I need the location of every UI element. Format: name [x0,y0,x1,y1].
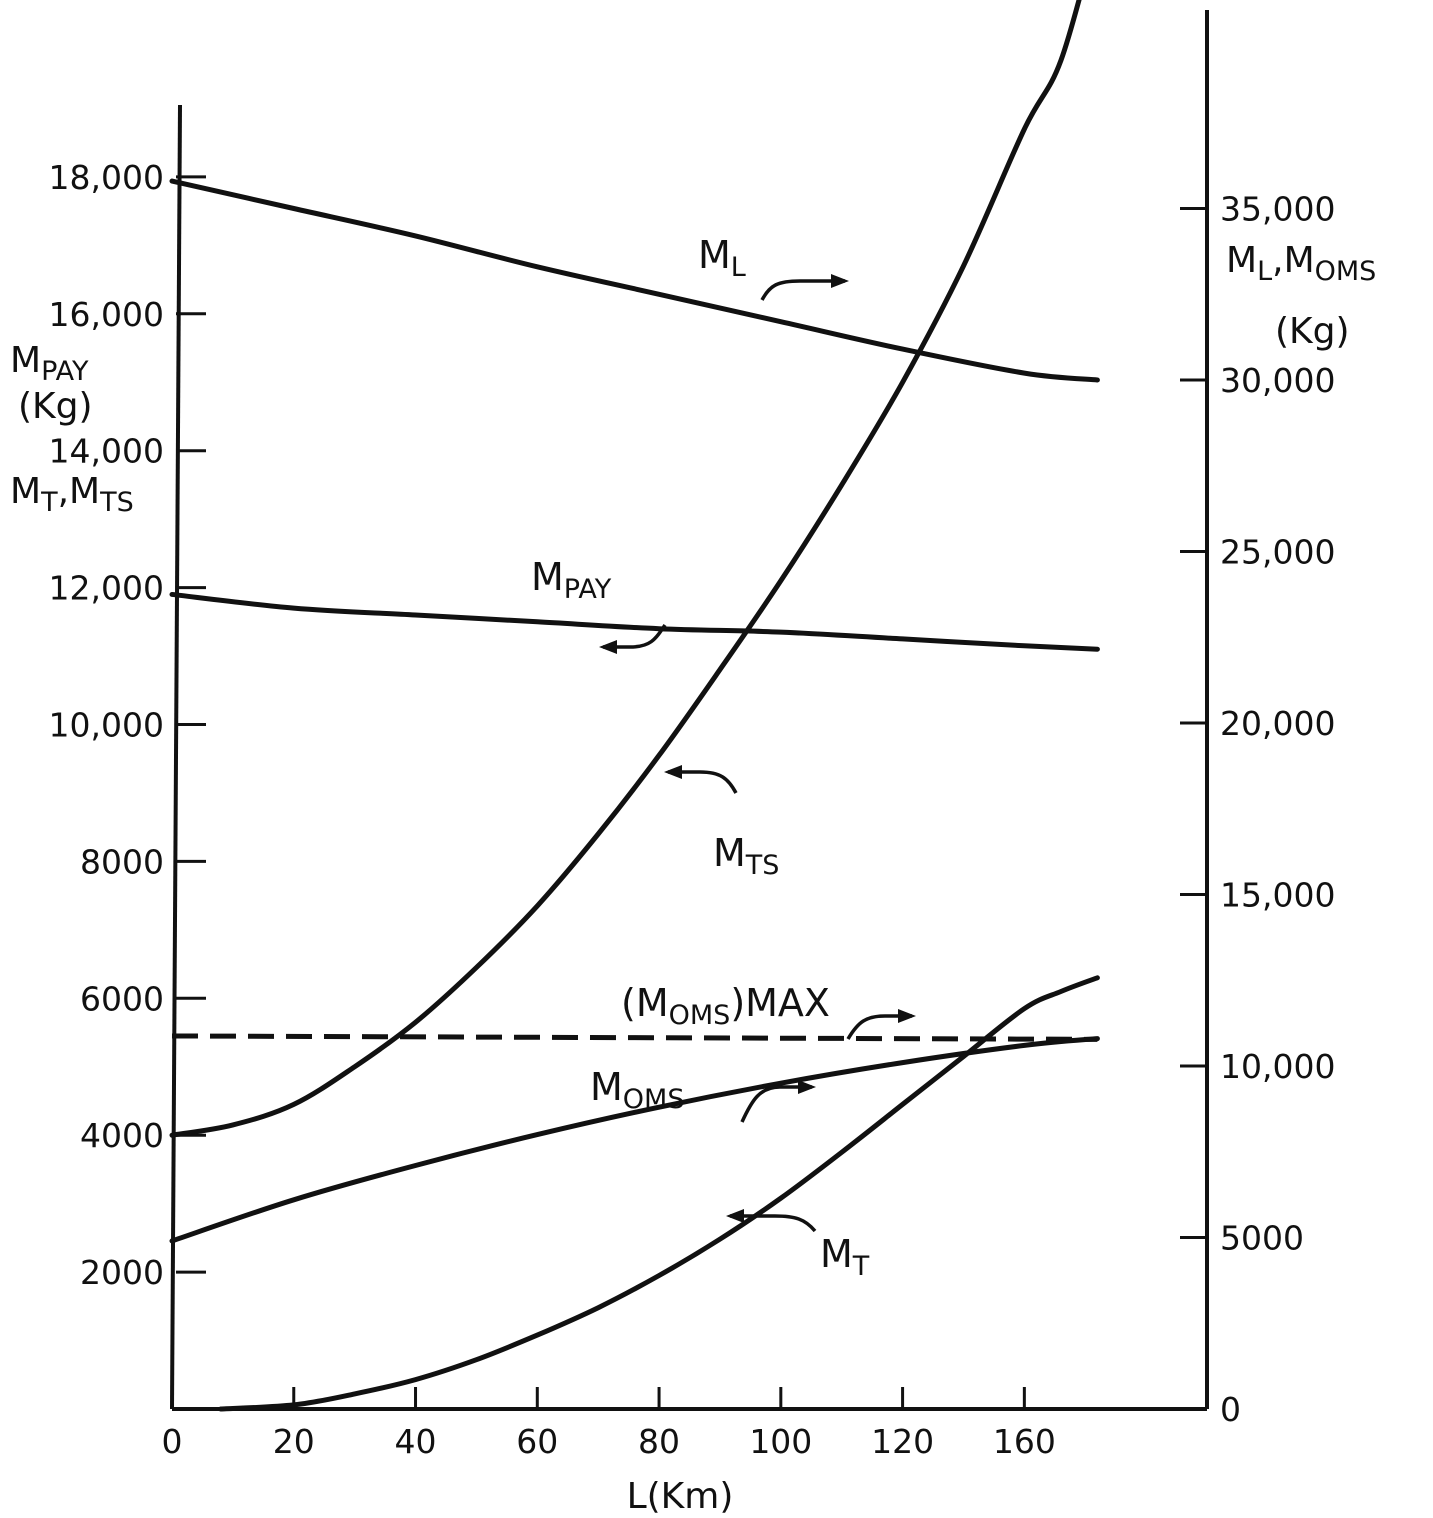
left-axis-label-line: (Kg) [18,386,93,427]
x-tick-label: 80 [638,1422,680,1461]
x-tick-label: 100 [749,1422,812,1461]
series-moms-leader [740,1085,812,1123]
series-layer [169,0,1100,1412]
x-tick-label: 20 [273,1422,315,1461]
x-tick-label: 120 [871,1422,934,1461]
right-tick-label: 35,000 [1220,190,1335,229]
series-mpay-label: MPAY [531,555,612,605]
left-tick-label: 6000 [80,979,164,1018]
series-ml-line [169,178,1100,383]
series-mpay-leader [603,624,667,649]
x-tick-label: 40 [395,1422,437,1461]
left-tick-label: 4000 [80,1116,164,1155]
right-tick-label: 5000 [1220,1219,1304,1258]
series-ml-arrowhead [831,274,849,288]
left-tick-label: 18,000 [49,158,164,197]
right-axis-label-line: ML,MOMS [1226,240,1376,287]
axes [170,10,1209,1411]
left-tick-label: 10,000 [49,706,164,745]
annotations: ML MPAY MTS (MOMS)MAX MOMS MT [531,233,916,1282]
right-tick-label: 30,000 [1220,361,1335,400]
left-tick-label: 2000 [80,1253,164,1292]
left-axis-label-line: MPAY [10,340,89,387]
series-moms-label: MOMS [590,1065,684,1115]
series-ml-label: ML [698,233,746,283]
left-tick-label: 8000 [80,842,164,881]
x-tick-label: 60 [516,1422,558,1461]
series-mts-line [169,0,1082,1138]
series-mpay-line [169,591,1100,652]
series-moms_max-label: (MOMS)MAX [621,981,830,1031]
right-tick-label: 10,000 [1220,1047,1335,1086]
right-tick-label: 0 [1220,1390,1241,1429]
left-axis-line [170,104,182,1410]
right-tick-label: 15,000 [1220,876,1335,915]
series-mpay-arrowhead [599,640,617,654]
x-axis-label: L(Km) [627,1476,734,1517]
series-ml-leader [760,279,845,301]
right-tick-label: 20,000 [1220,704,1335,743]
series-mts-label: MTS [713,831,779,881]
series-mts-leader [668,770,738,794]
series-mt-arrowhead [726,1209,744,1223]
series-mt-leader [730,1214,817,1233]
left-axis-label-line: MT,MTS [10,471,134,518]
right-axis-label-line: (Kg) [1275,311,1350,352]
series-moms-line [169,1036,1100,1244]
series-mt-label: MT [820,1232,870,1282]
x-tick-label: 160 [993,1422,1056,1461]
series-moms_max-line [171,1033,1098,1042]
ticks: 0 20 40 60 80 100 120 160 L(Km) 2000 4000 6000 8000 1… [10,158,1376,1517]
x-tick-label: 0 [162,1422,183,1461]
series-moms_max-arrowhead [898,1009,916,1023]
left-tick-label: 12,000 [49,569,164,608]
right-tick-label: 25,000 [1220,533,1335,572]
series-mt-line [218,975,1100,1412]
series-moms-arrowhead [798,1080,816,1094]
left-tick-label: 14,000 [49,432,164,471]
left-tick-label: 16,000 [49,295,164,334]
series-moms_max-leader [846,1014,912,1040]
series-mts-arrowhead [664,765,682,779]
